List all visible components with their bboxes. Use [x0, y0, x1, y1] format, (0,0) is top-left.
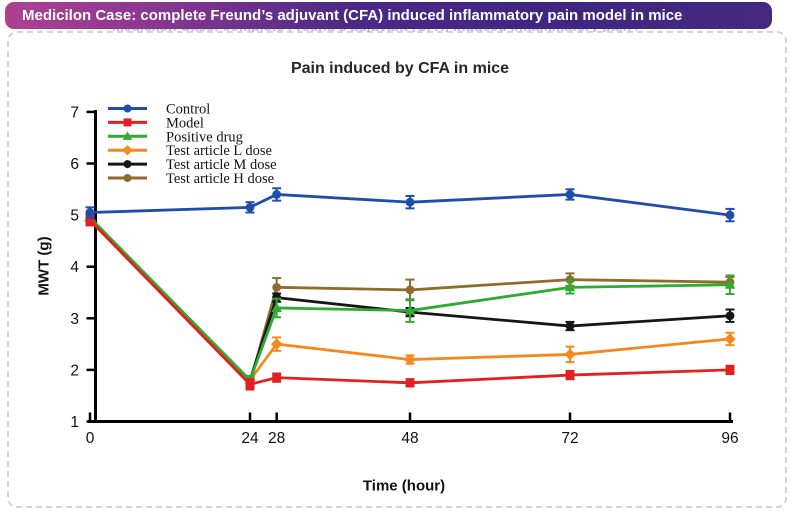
circle-marker: [123, 104, 132, 113]
square-marker: [272, 373, 282, 383]
x-tick-label: 24: [241, 430, 259, 447]
square-marker: [123, 118, 132, 127]
square-marker: [245, 379, 255, 389]
y-tick-label: 4: [70, 259, 79, 276]
y-tick-label: 6: [70, 156, 79, 173]
chart-title: Pain induced by CFA in mice: [290, 60, 510, 77]
banner-title: Medicilon Case: complete Freund’s adjuva…: [22, 7, 683, 24]
circle-marker: [123, 160, 132, 169]
case-banner: Medicilon Case: complete Freund’s adjuva…: [5, 2, 772, 29]
x-axis-title: Time (hour): [362, 477, 446, 495]
diamond-marker: [404, 353, 416, 366]
triangle-marker: [724, 279, 736, 289]
circle-marker: [565, 190, 575, 199]
y-tick-label: 7: [70, 104, 79, 121]
x-tick-label: 96: [721, 430, 738, 447]
x-tick-label: 0: [86, 430, 95, 447]
x-tick-label: 48: [401, 430, 418, 447]
circle-marker: [85, 208, 95, 217]
circle-marker: [725, 210, 735, 220]
circle-marker: [272, 293, 282, 303]
circle-marker: [123, 174, 132, 182]
banner-ghost-text: Medicilon Case: complete Freund’s adjuva…: [112, 27, 637, 32]
legend-item-model: Model: [108, 115, 204, 131]
triangle-marker: [122, 131, 133, 140]
circle-marker: [405, 285, 415, 295]
circle-marker: [272, 282, 282, 292]
legend-label: Test article L dose: [166, 143, 272, 159]
y-tick-label: 5: [70, 208, 79, 225]
y-axis-title: MWT (g): [35, 236, 53, 296]
legend-item-test-article-m-dose: Test article M dose: [108, 157, 277, 173]
y-tick-label: 3: [70, 311, 79, 328]
legend-label: Control: [166, 102, 210, 118]
circle-marker: [405, 197, 415, 207]
legend-label: Test article H dose: [166, 171, 274, 187]
circle-marker: [245, 202, 255, 212]
legend-item-test-article-l-dose: Test article L dose: [108, 143, 272, 159]
series-control: [85, 187, 735, 223]
square-marker: [405, 378, 415, 388]
circle-marker: [565, 321, 575, 331]
square-marker: [565, 370, 575, 380]
legend-item-control: Control: [108, 102, 210, 118]
diamond-marker: [564, 348, 576, 361]
diamond-marker: [270, 338, 283, 350]
legend-item-positive-drug: Positive drug: [108, 129, 243, 145]
square-marker: [85, 215, 95, 225]
diamond-marker: [724, 333, 736, 345]
legend-label: Model: [166, 115, 204, 131]
diamond-marker: [122, 145, 133, 156]
x-tick-label: 72: [561, 430, 578, 447]
legend-label: Positive drug: [166, 129, 243, 145]
triangle-marker: [564, 281, 576, 292]
series-model: [85, 214, 735, 391]
series-line: [88, 219, 731, 386]
y-tick-label: 1: [70, 414, 79, 431]
series-line: [89, 193, 731, 217]
y-tick-label: 2: [70, 362, 79, 379]
triangle-marker: [404, 305, 416, 315]
circle-marker: [272, 190, 282, 199]
triangle-marker: [271, 302, 282, 312]
legend-label: Test article M dose: [166, 157, 277, 173]
legend-item-test-article-h-dose: Test article H dose: [108, 171, 274, 187]
circle-marker: [725, 311, 735, 321]
square-marker: [725, 365, 735, 375]
series-line: [89, 216, 731, 383]
banner-ghost-artifact: Medicilon Case: complete Freund’s adjuva…: [112, 27, 637, 32]
x-tick-label: 28: [268, 430, 285, 447]
